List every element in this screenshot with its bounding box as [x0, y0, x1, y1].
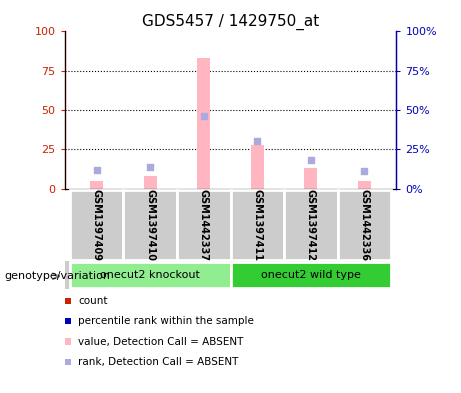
Bar	[197, 58, 210, 189]
Text: GSM1442337: GSM1442337	[199, 189, 209, 261]
Point	[93, 167, 100, 173]
Text: GSM1397410: GSM1397410	[145, 189, 155, 261]
Text: GDS5457 / 1429750_at: GDS5457 / 1429750_at	[142, 14, 319, 30]
Point	[361, 168, 368, 174]
Point	[254, 138, 261, 145]
Text: percentile rank within the sample: percentile rank within the sample	[78, 316, 254, 326]
Text: value, Detection Call = ABSENT: value, Detection Call = ABSENT	[78, 336, 243, 347]
Text: GSM1442336: GSM1442336	[359, 189, 369, 261]
Text: onecut2 wild type: onecut2 wild type	[261, 270, 361, 279]
Bar	[143, 176, 157, 189]
FancyBboxPatch shape	[70, 263, 230, 288]
FancyBboxPatch shape	[337, 190, 391, 260]
Bar	[90, 181, 103, 189]
Point	[147, 163, 154, 170]
FancyBboxPatch shape	[230, 190, 284, 260]
Text: onecut2 knockout: onecut2 knockout	[100, 270, 200, 279]
Text: count: count	[78, 296, 107, 306]
Bar	[251, 145, 264, 189]
Text: GSM1397411: GSM1397411	[252, 189, 262, 261]
Bar	[304, 168, 318, 189]
FancyBboxPatch shape	[124, 190, 177, 260]
Text: genotype/variation: genotype/variation	[5, 271, 111, 281]
Point	[200, 113, 207, 119]
Text: GSM1397409: GSM1397409	[92, 189, 102, 261]
FancyBboxPatch shape	[177, 190, 230, 260]
FancyBboxPatch shape	[230, 263, 391, 288]
Point	[307, 157, 314, 163]
Text: GSM1397412: GSM1397412	[306, 189, 316, 261]
Bar	[358, 181, 371, 189]
FancyBboxPatch shape	[284, 190, 337, 260]
FancyBboxPatch shape	[70, 190, 124, 260]
Text: rank, Detection Call = ABSENT: rank, Detection Call = ABSENT	[78, 357, 238, 367]
